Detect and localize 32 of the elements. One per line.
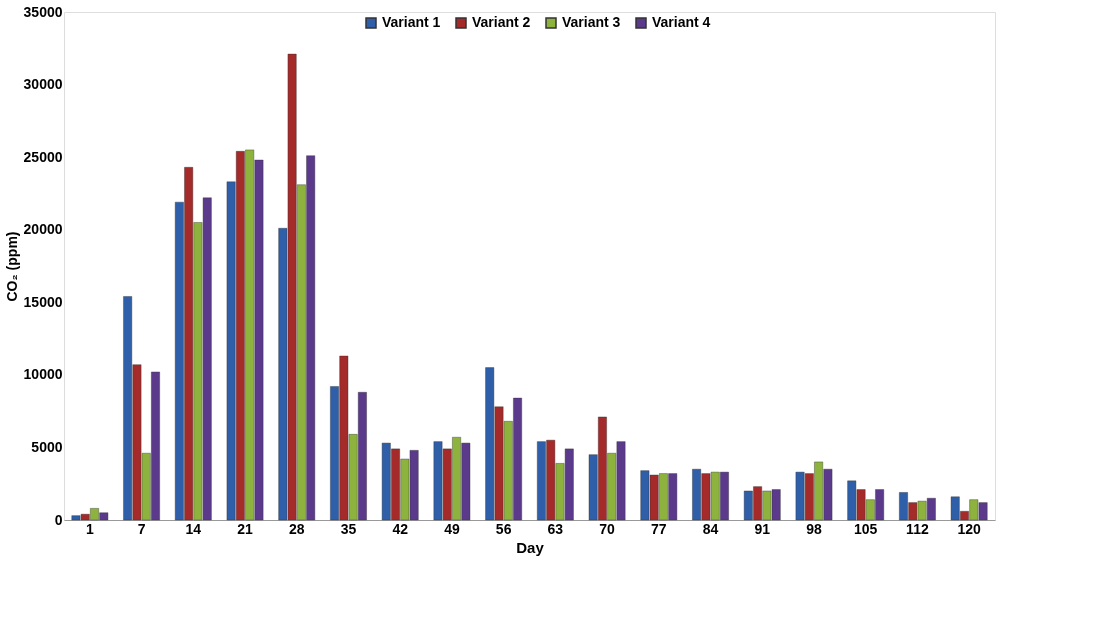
y-tick-label: 10000 [23, 366, 63, 383]
x-tick-label: 1 [85, 520, 94, 537]
legend-label: Variant 1 [382, 14, 441, 30]
x-tick-label: 28 [288, 520, 305, 537]
x-tick-label: 84 [702, 520, 719, 537]
x-tick-label: 56 [495, 520, 512, 537]
x-tick-label: 112 [906, 520, 929, 537]
legend-label: Variant 3 [562, 14, 621, 30]
x-tick-label: 91 [754, 520, 771, 537]
x-tick-label: 63 [547, 520, 564, 537]
x-tick-label: 120 [957, 520, 982, 537]
legend-label: Variant 2 [472, 14, 531, 30]
y-tick-label: 0 [54, 511, 63, 528]
x-tick-label: 35 [340, 520, 357, 537]
y-tick-label: 15000 [23, 293, 63, 310]
x-tick-label: 105 [854, 520, 878, 537]
y-tick-label: 5000 [31, 438, 63, 455]
x-axis-title: Day [516, 538, 545, 556]
x-tick-label: 42 [392, 520, 409, 537]
x-tick-label: 70 [599, 520, 616, 537]
y-tick-label: 20000 [23, 221, 63, 238]
y-tick-label: 35000 [23, 3, 63, 20]
y-axis-title: CO₂ (ppm) [3, 231, 20, 302]
legend-label: Variant 4 [652, 14, 711, 30]
x-tick-label: 98 [806, 520, 822, 537]
x-tick-label: 14 [185, 520, 202, 537]
x-tick-label: 7 [137, 520, 146, 537]
x-tick-label: 49 [444, 520, 460, 537]
y-tick-label: 25000 [23, 148, 63, 165]
x-tick-label: 21 [237, 520, 254, 537]
y-tick-label: 30000 [23, 76, 63, 93]
x-tick-label: 77 [651, 520, 667, 537]
